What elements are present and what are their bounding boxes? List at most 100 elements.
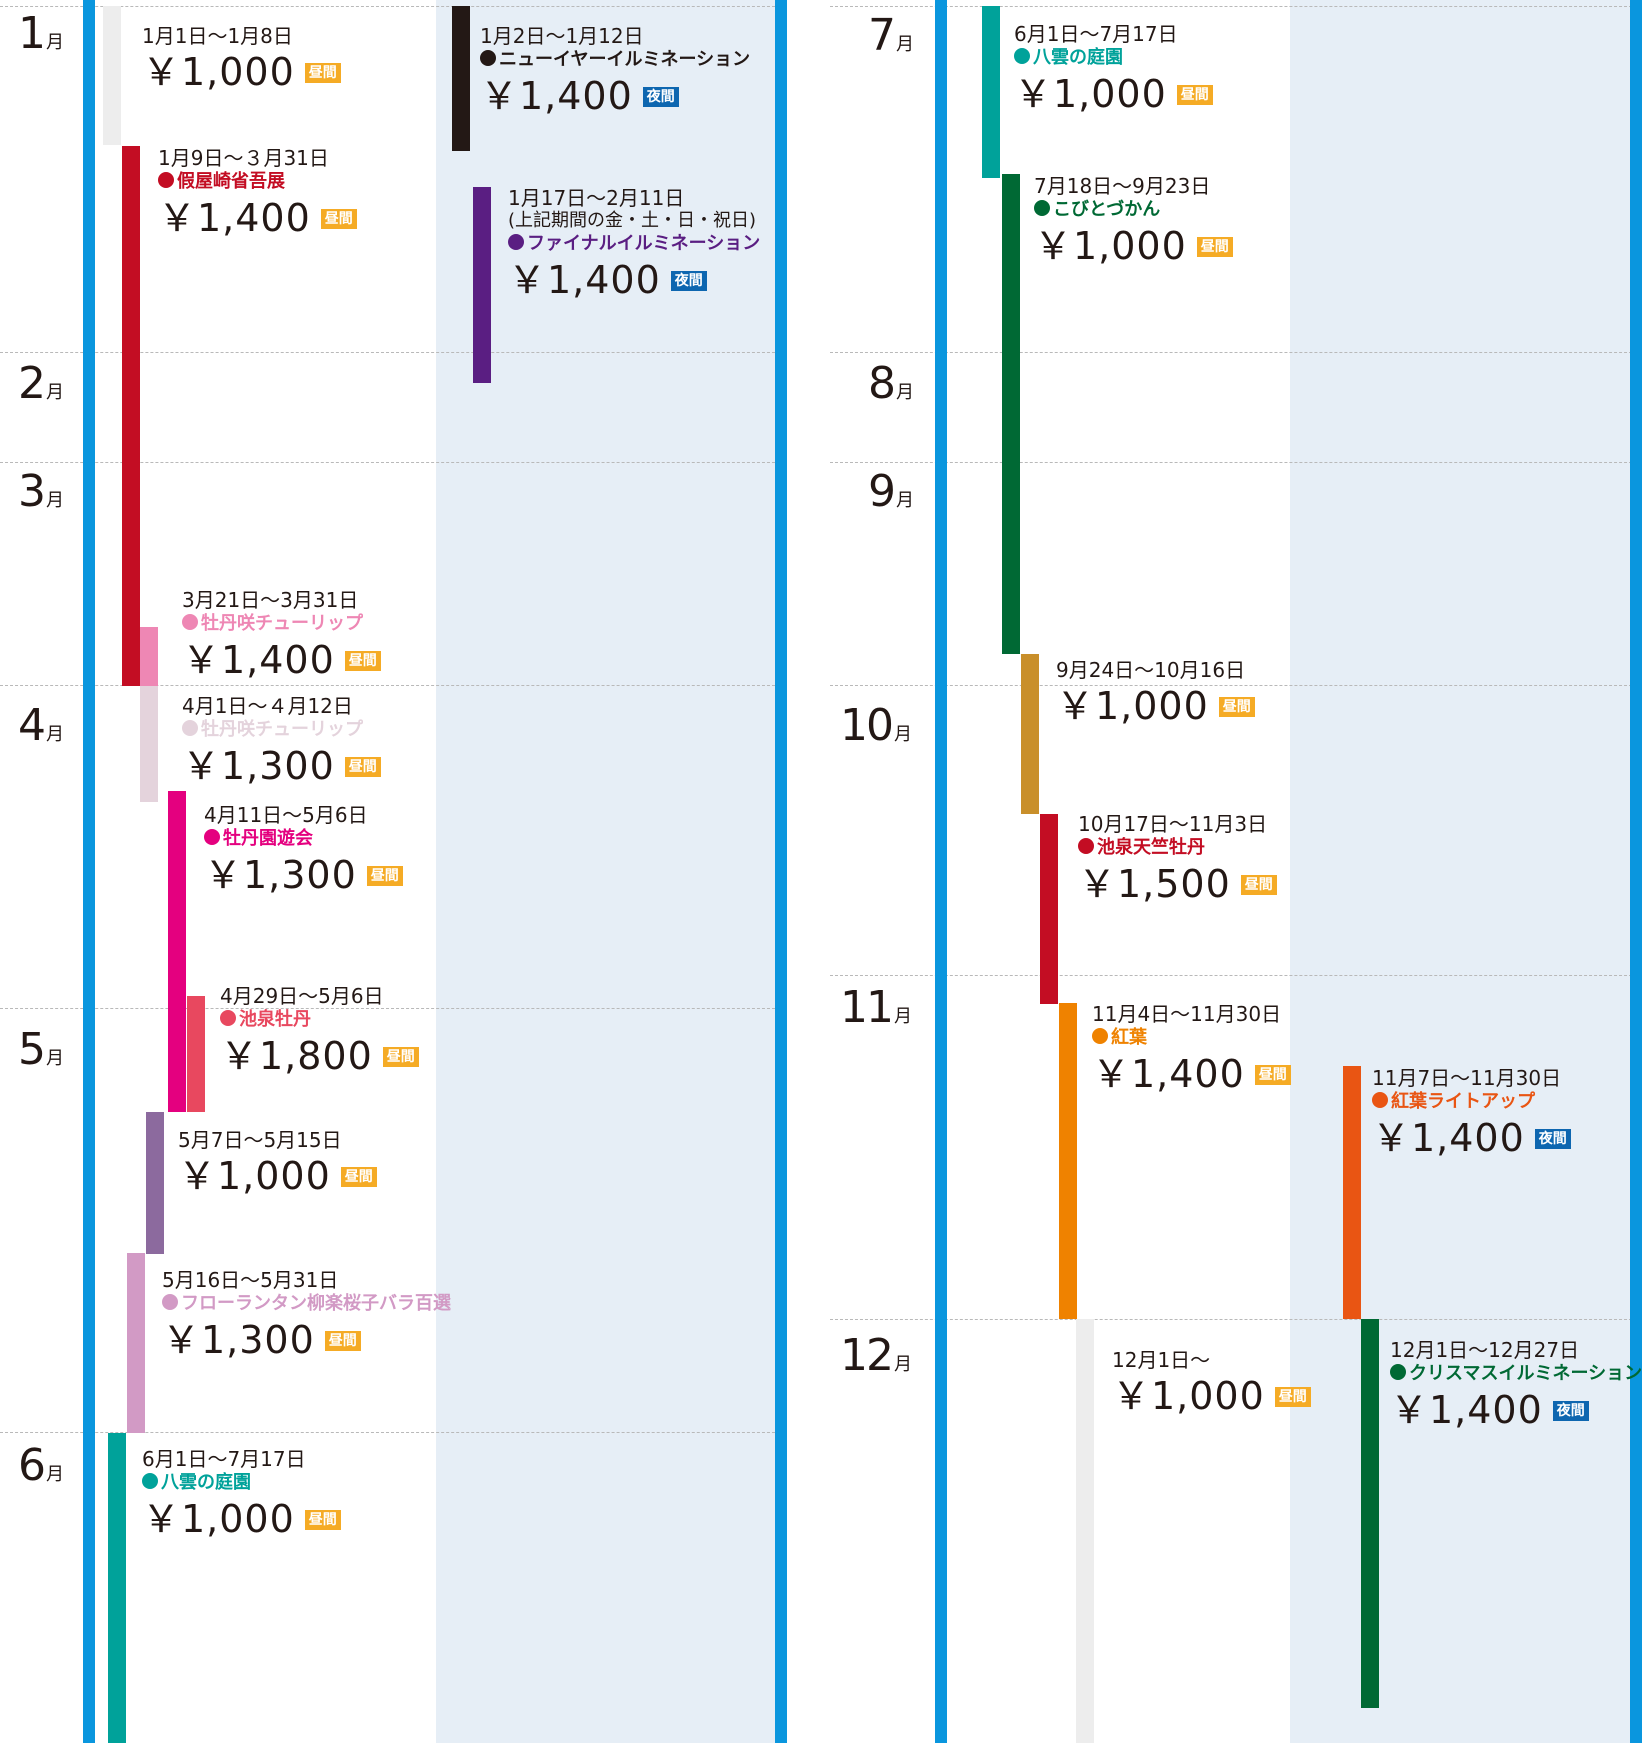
dot-icon	[182, 720, 198, 736]
month-divider	[830, 6, 1642, 7]
dot-icon	[220, 1010, 236, 1026]
dot-icon	[480, 50, 496, 66]
event-price: ￥1,000	[1112, 1374, 1265, 1418]
period-bar	[1021, 654, 1039, 814]
event-price: ￥1,000	[1056, 684, 1209, 728]
event-card: 6月1日～7月17日 八雲の庭園 ￥1,000 昼間	[142, 1447, 341, 1543]
period-bar	[140, 627, 158, 686]
event-name: こびとづかん	[1034, 198, 1233, 222]
month-label-12: 12 月	[840, 1330, 912, 1381]
event-name: クリスマスイルミネーション	[1390, 1362, 1642, 1386]
event-price: ￥1,300	[204, 853, 357, 897]
event-name: 池泉天竺牡丹	[1078, 836, 1277, 860]
dot-icon	[182, 614, 198, 630]
night-badge: 夜間	[1534, 1129, 1571, 1149]
period-bar	[187, 996, 205, 1112]
event-card: 9月24日～10月16日 ￥1,000 昼間	[1056, 658, 1255, 730]
dot-icon	[162, 1294, 178, 1310]
day-badge: 昼間	[304, 63, 341, 83]
night-badge: 夜間	[642, 87, 679, 107]
event-date: 5月16日～5月31日	[162, 1268, 339, 1292]
event-date: 4月1日～４月12日	[182, 694, 353, 718]
month-divider	[0, 462, 780, 463]
day-badge: 昼間	[304, 1510, 341, 1530]
event-note: (上記期間の金・土・日・祝日)	[508, 210, 757, 231]
event-price: ￥1,400	[480, 74, 633, 118]
event-date: 4月11日～5月6日	[204, 803, 368, 827]
period-bar	[452, 6, 470, 151]
event-card: 12月1日～12月27日 クリスマスイルミネーション ￥1,400 夜間	[1390, 1338, 1642, 1434]
period-bar	[1059, 1003, 1077, 1319]
day-badge: 昼間	[340, 1167, 377, 1187]
month-divider	[830, 352, 1642, 353]
month-divider	[0, 352, 780, 353]
event-date: 1月2日～1月12日	[480, 24, 644, 48]
event-card: 11月4日～11月30日 紅葉 ￥1,400 昼間	[1092, 1002, 1291, 1098]
event-card: 3月21日～3月31日 牡丹咲チューリップ ￥1,400 昼間	[182, 588, 381, 684]
event-date: 7月18日～9月23日	[1034, 174, 1211, 198]
event-date: 12月1日～12月27日	[1390, 1338, 1580, 1362]
period-bar	[473, 187, 491, 383]
dot-icon	[204, 829, 220, 845]
month-divider	[0, 1008, 780, 1009]
event-card: 11月7日～11月30日 紅葉ライトアップ ￥1,400 夜間	[1372, 1066, 1571, 1162]
event-card: 7月18日～9月23日 こびとづかん ￥1,000 昼間	[1034, 174, 1233, 270]
period-bar	[122, 146, 140, 686]
night-badge: 夜間	[670, 271, 707, 291]
event-card: 1月17日～2月11日 (上記期間の金・土・日・祝日) ファイナルイルミネーショ…	[508, 186, 760, 304]
dot-icon	[158, 172, 174, 188]
event-price: ￥1,000	[142, 1497, 295, 1541]
event-price: ￥1,300	[162, 1318, 315, 1362]
event-price: ￥1,400	[182, 638, 335, 682]
month-divider	[830, 462, 1642, 463]
period-bar	[103, 6, 121, 145]
timeline-axis-right	[935, 0, 947, 1743]
event-price: ￥1,800	[220, 1034, 373, 1078]
period-bar	[140, 686, 158, 802]
event-name: 牡丹咲チューリップ	[182, 718, 381, 742]
event-card: 1月1日～1月8日 ￥1,000 昼間	[142, 24, 341, 96]
event-card: 1月2日～1月12日 ニューイヤーイルミネーション ￥1,400 夜間	[480, 24, 750, 120]
event-date: 3月21日～3月31日	[182, 588, 359, 612]
event-name: 假屋崎省吾展	[158, 170, 357, 194]
day-badge: 昼間	[1196, 237, 1233, 257]
month-divider	[0, 6, 780, 7]
event-date: 5月7日～5月15日	[178, 1128, 342, 1152]
month-divider	[830, 685, 1642, 686]
event-date: 11月4日～11月30日	[1092, 1002, 1282, 1026]
event-card: 6月1日～7月17日 八雲の庭園 ￥1,000 昼間	[1014, 22, 1213, 118]
day-badge: 昼間	[1176, 85, 1213, 105]
event-card: 1月9日～３月31日 假屋崎省吾展 ￥1,400 昼間	[158, 146, 357, 242]
timeline-axis-left	[83, 0, 95, 1743]
event-name: 紅葉	[1092, 1026, 1291, 1050]
dot-icon	[1078, 838, 1094, 854]
event-name: 牡丹咲チューリップ	[182, 612, 381, 636]
event-name: 牡丹園遊会	[204, 827, 403, 851]
event-price: ￥1,000	[178, 1154, 331, 1198]
dot-icon	[142, 1473, 158, 1489]
month-divider	[0, 685, 780, 686]
period-bar	[127, 1253, 145, 1433]
timeline-axis-right-end	[1630, 0, 1642, 1743]
day-badge: 昼間	[1254, 1065, 1291, 1085]
event-name: 紅葉ライトアップ	[1372, 1090, 1571, 1114]
night-badge: 夜間	[1552, 1401, 1589, 1421]
dot-icon	[1034, 200, 1050, 216]
period-bar	[982, 6, 1000, 178]
event-price: ￥1,400	[1390, 1388, 1543, 1432]
day-badge: 昼間	[1218, 697, 1255, 717]
event-price: ￥1,300	[182, 744, 335, 788]
event-price: ￥1,000	[1034, 224, 1187, 268]
timeline-axis-left-end	[775, 0, 787, 1743]
event-date: 9月24日～10月16日	[1056, 658, 1246, 682]
period-bar	[168, 791, 186, 1112]
night-column-left	[436, 0, 778, 1743]
event-price: ￥1,000	[1014, 72, 1167, 116]
event-name: ファイナルイルミネーション	[508, 232, 760, 256]
